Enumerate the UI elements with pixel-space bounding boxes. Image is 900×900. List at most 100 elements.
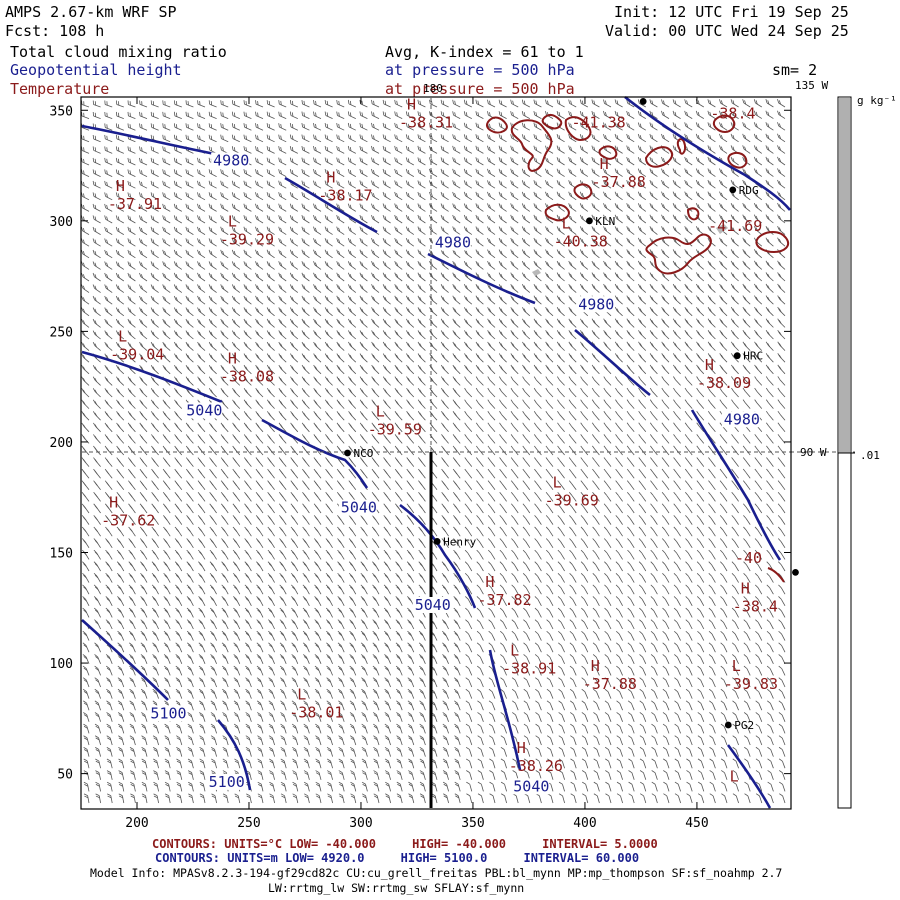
- wind-barb: [279, 584, 287, 595]
- wind-barb: [81, 215, 90, 224]
- wind-barb: [278, 399, 287, 409]
- wind-barb: [116, 434, 125, 444]
- wind-barb: [453, 526, 461, 537]
- wind-barb: [581, 665, 589, 676]
- wind-barb: [464, 330, 473, 340]
- wind-barb: [730, 318, 739, 328]
- wind-barb: [326, 642, 333, 653]
- wind-barb: [673, 387, 681, 398]
- wind-barb: [591, 237, 600, 247]
- wind-barb: [185, 261, 194, 270]
- wind-barb: [628, 746, 635, 757]
- wind-barb: [453, 654, 461, 664]
- wind-barb: [777, 318, 786, 328]
- wind-barb: [730, 99, 739, 108]
- wind-barb: [187, 758, 194, 769]
- wind-barb: [475, 295, 484, 305]
- wind-barb: [338, 770, 345, 780]
- wind-barb: [742, 468, 751, 479]
- wind-barb: [580, 272, 589, 282]
- wind-barb: [500, 758, 507, 769]
- wind-barb: [301, 318, 310, 328]
- wind-barb: [348, 538, 357, 549]
- wind-barb: [534, 526, 542, 537]
- wind-barb: [417, 122, 426, 131]
- wind-barb: [174, 572, 183, 583]
- wind-barb: [499, 434, 507, 444]
- wind-barb: [255, 364, 264, 375]
- temp-center: -40: [735, 549, 762, 567]
- wind-barb: [487, 491, 496, 502]
- wind-barb: [591, 99, 600, 108]
- wind-barb: [591, 330, 600, 340]
- wind-barb: [173, 203, 182, 212]
- wind-barb: [475, 99, 484, 108]
- wind-barb: [257, 758, 264, 769]
- wind-barb: [707, 376, 716, 386]
- wind-barb: [337, 619, 345, 630]
- wind-barb: [175, 677, 183, 688]
- wind-barb: [324, 353, 333, 363]
- wind-barb: [336, 249, 345, 259]
- height-contour-4980-b: [284, 176, 378, 234]
- wind-barb: [510, 249, 519, 259]
- wind-barb: [603, 272, 612, 282]
- wind-barb: [348, 457, 357, 467]
- wind-barb: [417, 249, 426, 259]
- wind-barb: [173, 261, 183, 270]
- wind-barb: [637, 249, 647, 259]
- wind-barb: [523, 630, 531, 641]
- wind-barb: [650, 573, 658, 583]
- wind-barb: [591, 191, 600, 201]
- wind-barb: [231, 169, 240, 177]
- wind-barb: [359, 99, 368, 108]
- wind-barb: [452, 168, 461, 177]
- wind-barb: [104, 180, 113, 189]
- wind-barb: [396, 793, 403, 804]
- wind-barb: [569, 607, 577, 618]
- wind-barb: [117, 654, 125, 664]
- wind-barb: [162, 422, 171, 433]
- wind-barb: [325, 572, 333, 583]
- wind-barb: [695, 133, 705, 143]
- wind-barb: [742, 168, 751, 177]
- wind-barb: [117, 642, 125, 653]
- wind-barb: [534, 491, 542, 502]
- wind-barb: [105, 619, 113, 630]
- wind-barb: [534, 573, 542, 583]
- wind-barb: [569, 549, 577, 560]
- wind-barb: [754, 295, 763, 305]
- wind-barb: [754, 272, 763, 282]
- wind-barb: [243, 422, 252, 433]
- wind-barb: [221, 607, 229, 618]
- wind-barb: [198, 607, 206, 618]
- wind-barb: [603, 422, 612, 433]
- wind-barb: [489, 758, 496, 769]
- wind-barb: [347, 111, 356, 119]
- wind-barb: [500, 630, 507, 641]
- wind-barb: [186, 480, 194, 491]
- wind-barb: [475, 191, 484, 201]
- wind-barb: [347, 134, 356, 143]
- wind-barb: [417, 180, 426, 189]
- wind-barb: [83, 758, 90, 769]
- wind-barb: [382, 214, 391, 224]
- wind-barb: [396, 770, 403, 780]
- wind-barb: [557, 584, 565, 595]
- wind-barb: [314, 619, 322, 630]
- wind-barb: [92, 295, 101, 305]
- wind-barb: [313, 295, 322, 305]
- wind-barb: [244, 584, 252, 595]
- wind-barb: [534, 468, 542, 479]
- wind-barb: [257, 712, 264, 722]
- wind-barb: [626, 283, 635, 293]
- wind-barb: [638, 364, 647, 375]
- wind-barb: [395, 596, 403, 606]
- wind-barb: [406, 307, 415, 317]
- wind-barb: [106, 781, 113, 792]
- wind-barb: [442, 700, 449, 711]
- wind-barb: [301, 203, 310, 212]
- wind-barb: [371, 157, 380, 166]
- wind-barb: [384, 677, 391, 688]
- wind-barb: [452, 376, 461, 386]
